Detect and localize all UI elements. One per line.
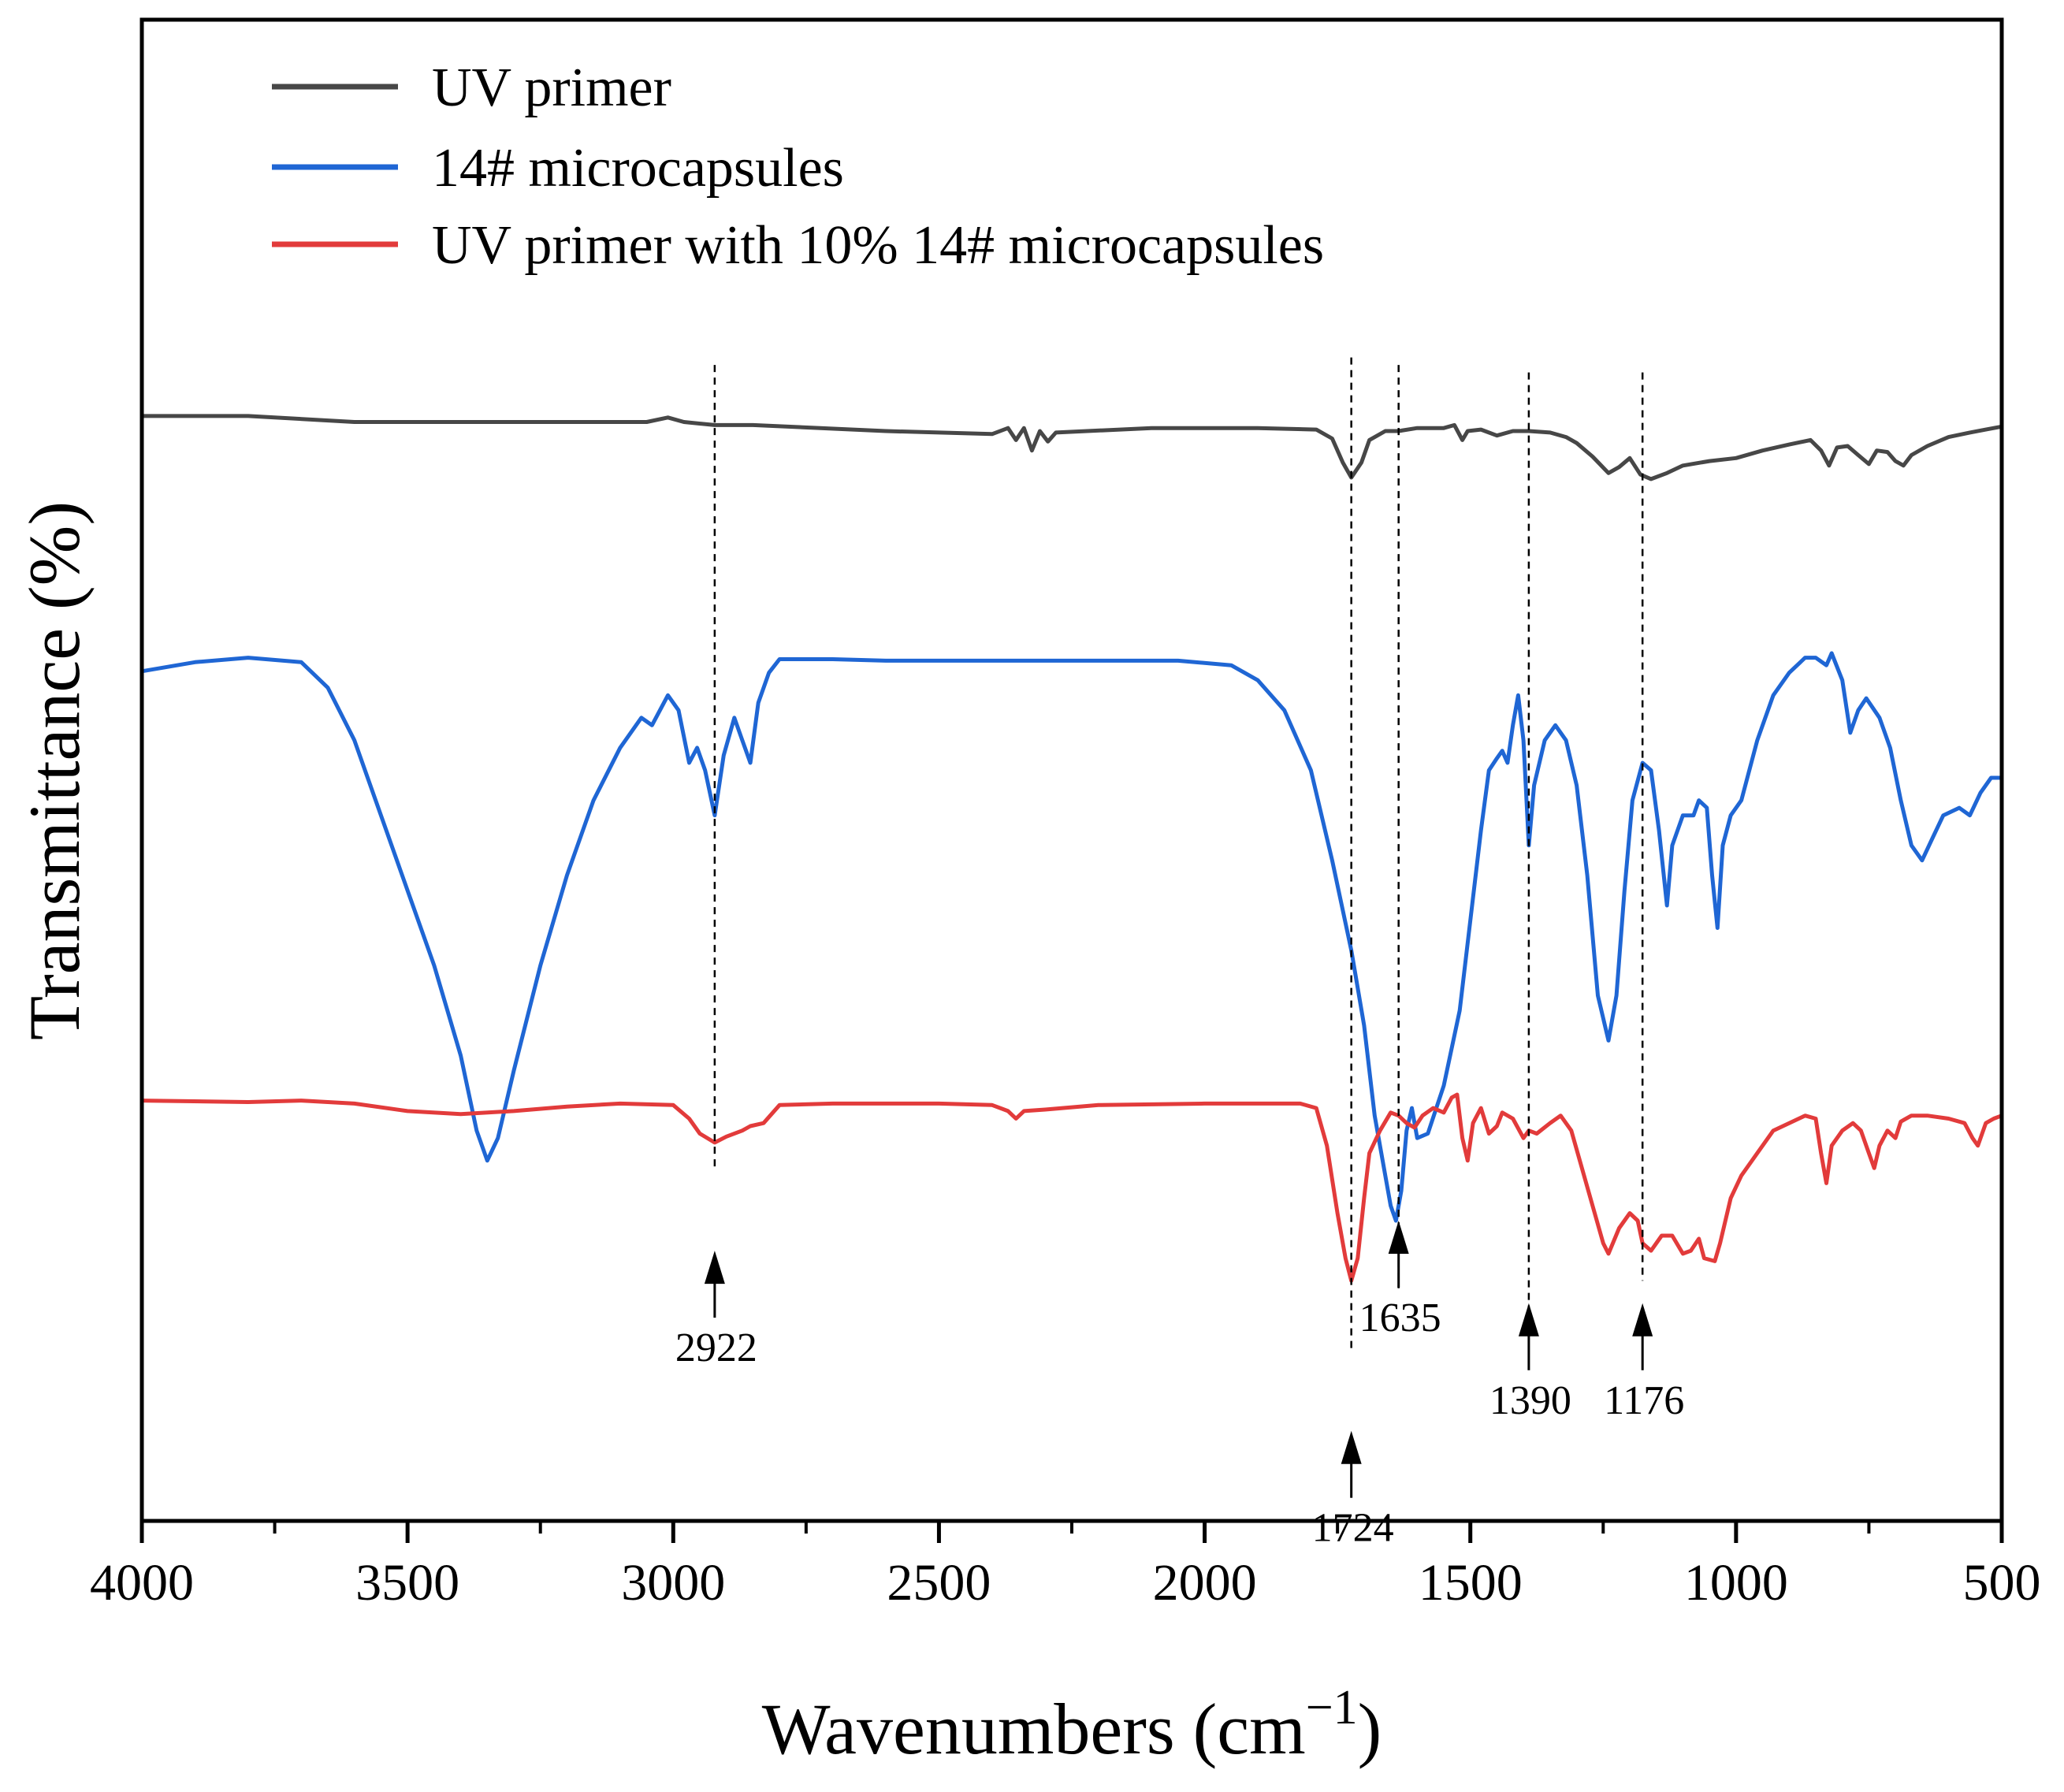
x-tick-label-3500: 3500 bbox=[355, 1554, 459, 1612]
peak-label-1635: 1635 bbox=[1359, 1296, 1441, 1340]
x-tick-label-2500: 2500 bbox=[887, 1554, 991, 1612]
peak-label-1724: 1724 bbox=[1312, 1506, 1394, 1551]
x-tick-label-500: 500 bbox=[1963, 1554, 2041, 1612]
plot-area: 2922 1724 1635 1390 1176 bbox=[141, 357, 2003, 1551]
peak-arrow-2922 bbox=[704, 1251, 725, 1285]
legend: UV primer 14# microcapsules UV primer with… bbox=[272, 58, 1324, 276]
series-line-3 bbox=[141, 1092, 2003, 1283]
series-line-2 bbox=[141, 651, 2002, 1223]
x-tick-label-3000: 3000 bbox=[621, 1554, 725, 1612]
y-axis-title: Transmittance (%) bbox=[14, 501, 95, 1040]
legend-label-1: UV primer bbox=[432, 58, 671, 118]
peak-label-1176: 1176 bbox=[1604, 1378, 1684, 1423]
x-axis-title-close: ) bbox=[1358, 1689, 1382, 1769]
x-tick-label-2000: 2000 bbox=[1153, 1554, 1257, 1612]
x-tick-label-4000: 4000 bbox=[90, 1554, 194, 1612]
x-axis-title-main: Wavenumbers (cm bbox=[762, 1689, 1306, 1769]
peak-label-1390: 1390 bbox=[1489, 1378, 1571, 1423]
peak-arrow-1635 bbox=[1388, 1221, 1409, 1254]
peak-label-2922: 2922 bbox=[675, 1325, 757, 1370]
series-line-1 bbox=[142, 414, 2003, 481]
peak-arrow-1390 bbox=[1518, 1303, 1539, 1337]
legend-label-2: 14# microcapsules bbox=[432, 138, 844, 199]
x-tick-label-1000: 1000 bbox=[1684, 1554, 1788, 1612]
x-tick-label-1500: 1500 bbox=[1419, 1554, 1523, 1612]
x-axis-title: Wavenumbers (cm−1) bbox=[762, 1681, 1382, 1769]
legend-label-3: UV primer with 10% 14# microcapsules bbox=[432, 215, 1324, 276]
peak-arrow-1176 bbox=[1632, 1303, 1653, 1337]
peak-arrow-1724 bbox=[1341, 1430, 1362, 1464]
x-axis: 4000 3500 3000 2500 2000 1500 1000 500 bbox=[90, 1521, 2041, 1612]
x-axis-title-superscript: −1 bbox=[1306, 1681, 1358, 1734]
